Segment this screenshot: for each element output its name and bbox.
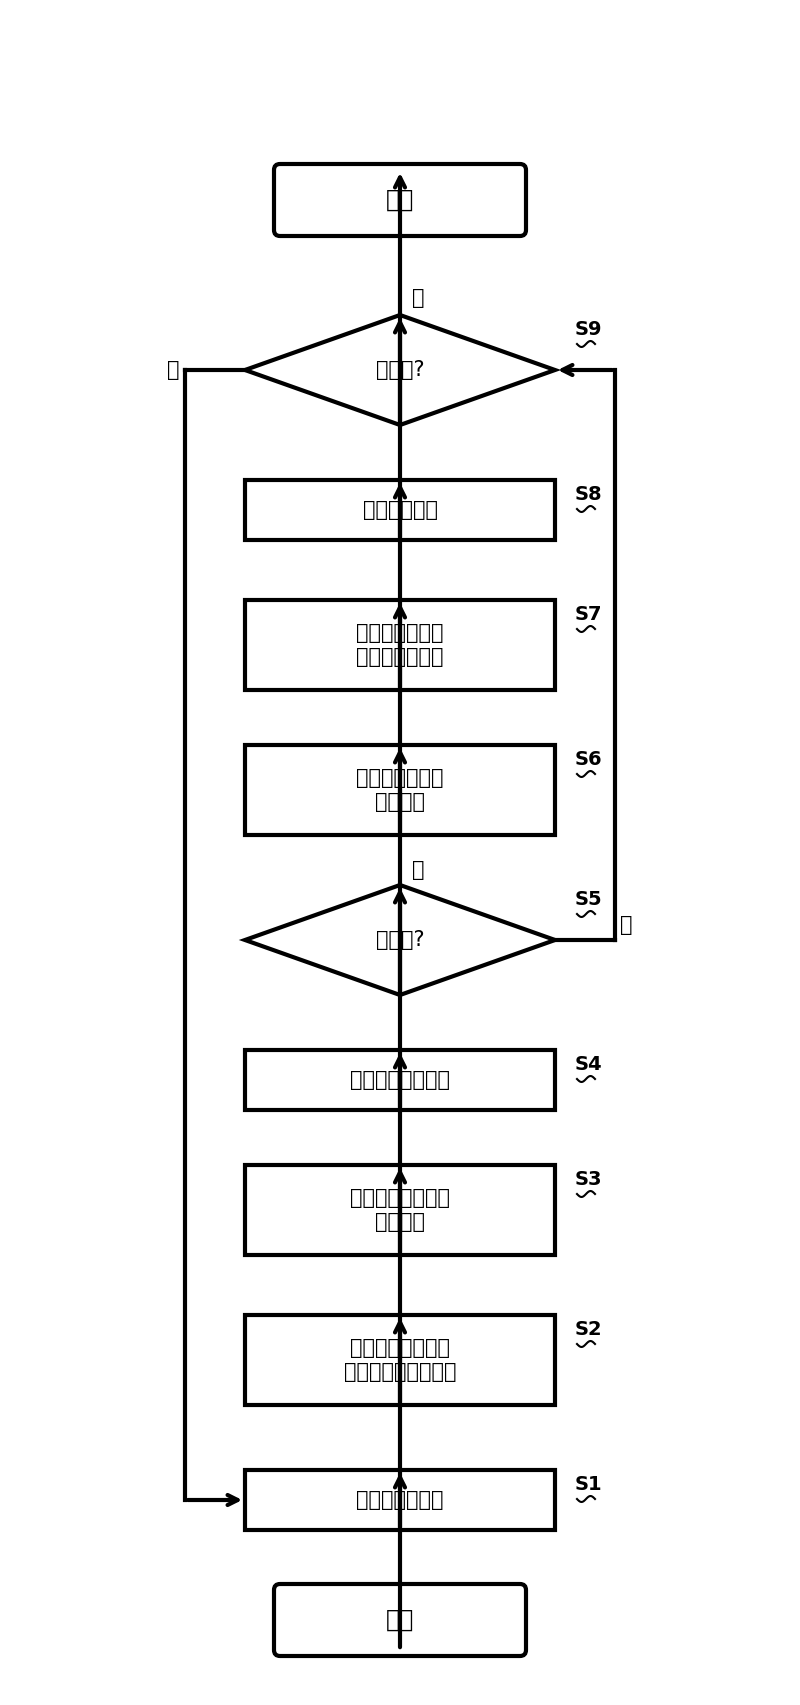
Bar — [245, 745, 555, 835]
Bar — [245, 600, 555, 691]
FancyBboxPatch shape — [274, 164, 526, 235]
Text: 是: 是 — [412, 859, 425, 880]
Text: 有不良?: 有不良? — [376, 929, 424, 950]
Bar — [245, 1470, 555, 1529]
Text: 开始: 开始 — [386, 1608, 414, 1632]
Text: S7: S7 — [575, 605, 602, 624]
Text: 树脂固化: 树脂固化 — [375, 1212, 425, 1233]
Text: 利用紫外线照射使: 利用紫外线照射使 — [350, 1188, 450, 1207]
Polygon shape — [245, 315, 555, 425]
Polygon shape — [245, 885, 555, 996]
Text: S9: S9 — [575, 321, 602, 339]
Text: 之间填充树脂组成物: 之间填充树脂组成物 — [344, 1362, 456, 1383]
Text: 否: 否 — [167, 360, 180, 380]
Text: S8: S8 — [575, 484, 602, 505]
Bar — [245, 1165, 555, 1255]
Text: 检查拂拭表面: 检查拂拭表面 — [362, 500, 438, 520]
Text: 和保护部: 和保护部 — [375, 793, 425, 812]
Bar — [245, 481, 555, 540]
Text: 检查气泡的有无等: 检查气泡的有无等 — [350, 1071, 450, 1089]
Text: 切断分离显示部: 切断分离显示部 — [356, 767, 444, 788]
Text: 否: 否 — [620, 916, 633, 934]
Text: S1: S1 — [575, 1475, 602, 1494]
Bar — [245, 1315, 555, 1405]
FancyBboxPatch shape — [274, 1584, 526, 1656]
Text: 行的树脂的拂拭: 行的树脂的拂拭 — [356, 648, 444, 667]
Text: S6: S6 — [575, 750, 602, 769]
Text: S3: S3 — [575, 1170, 602, 1188]
Text: 结束: 结束 — [386, 188, 414, 211]
Text: S4: S4 — [575, 1055, 602, 1074]
Bar — [245, 1050, 555, 1110]
Text: S2: S2 — [575, 1320, 602, 1338]
Text: 利用有机溶剂进: 利用有机溶剂进 — [356, 622, 444, 643]
Text: S5: S5 — [575, 890, 602, 909]
Text: 滴下树脂组成物: 滴下树脂组成物 — [356, 1490, 444, 1511]
Text: 有不良?: 有不良? — [376, 360, 424, 380]
Text: 是: 是 — [412, 288, 425, 307]
Text: 在显示部和保护部: 在显示部和保护部 — [350, 1338, 450, 1357]
